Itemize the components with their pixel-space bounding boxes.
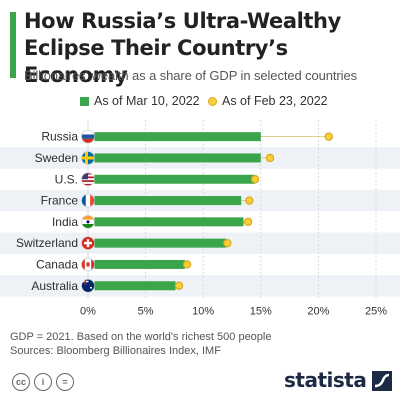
title-accent-bar — [10, 12, 16, 78]
category-label: U.S. — [55, 172, 78, 186]
bar-chart: 0% 5% 10% 15% 20% 25% Russia Sweden U.S. France In… — [0, 120, 400, 317]
dot-marker — [174, 281, 184, 290]
category-label: Russia — [41, 130, 78, 144]
row-band — [0, 275, 400, 297]
x-tick-label: 25% — [365, 305, 387, 317]
category-label: Australia — [31, 279, 78, 293]
category-label: India — [52, 215, 78, 229]
chart-title: How Russia’s Ultra-Wealthy Eclipse Their… — [24, 9, 341, 87]
legend: As of Mar 10, 2022 As of Feb 23, 2022 — [0, 94, 400, 112]
chart-subtitle: Billionaires' wealth as a share of GDP i… — [24, 68, 357, 83]
flag-sweden-icon — [81, 151, 95, 165]
x-tick-label: 0% — [80, 305, 96, 317]
x-tick-label: 20% — [307, 305, 329, 317]
footnote-gdp: GDP = 2021. Based on the world's richest… — [10, 331, 272, 343]
dot-marker — [324, 132, 333, 141]
flag-us-icon — [81, 172, 95, 187]
statista-mark-icon — [372, 371, 392, 391]
cc-icon[interactable]: cc — [12, 373, 30, 391]
category-label: Sweden — [35, 151, 78, 165]
category-label: France — [41, 194, 79, 208]
flag-australia-icon — [81, 278, 95, 293]
bar — [94, 174, 256, 184]
flag-india-icon — [81, 214, 95, 229]
legend-dot-swatch — [208, 96, 217, 106]
footnote-sources: Sources: Bloomberg Billionaires Index, I… — [10, 345, 221, 357]
bar — [94, 153, 261, 163]
bar — [94, 238, 227, 248]
x-tick-label: 10% — [192, 305, 214, 317]
dot-marker — [223, 238, 232, 248]
dot-marker — [182, 260, 192, 269]
legend-item-mar10: As of Mar 10, 2022 — [80, 94, 200, 108]
dot-marker — [243, 217, 253, 227]
bar — [94, 259, 185, 269]
statista-logo[interactable]: statista — [284, 368, 392, 394]
category-label: Canada — [36, 257, 78, 271]
dot-marker — [265, 153, 275, 163]
bar — [94, 217, 244, 227]
x-tick-label: 5% — [138, 305, 154, 317]
flag-france-icon — [81, 193, 95, 208]
category-label: Switzerland — [16, 236, 78, 250]
dot-marker — [250, 175, 260, 184]
statista-wordmark: statista — [284, 368, 367, 392]
legend-item-feb23: As of Feb 23, 2022 — [208, 94, 328, 108]
bar — [94, 196, 242, 206]
x-tick-label: 15% — [250, 305, 272, 317]
legend-bar-swatch — [80, 96, 89, 106]
by-icon[interactable]: i — [34, 373, 52, 391]
legend-label-mar10: As of Mar 10, 2022 — [94, 94, 200, 108]
legend-label-feb23: As of Feb 23, 2022 — [222, 94, 328, 108]
flag-switzerland-icon — [81, 236, 95, 251]
bar — [94, 132, 261, 142]
flag-russia-icon — [81, 129, 95, 144]
bar — [94, 281, 176, 291]
flag-canada-icon — [81, 257, 95, 272]
dot-marker — [245, 196, 254, 205]
equals-icon[interactable]: = — [56, 373, 74, 391]
